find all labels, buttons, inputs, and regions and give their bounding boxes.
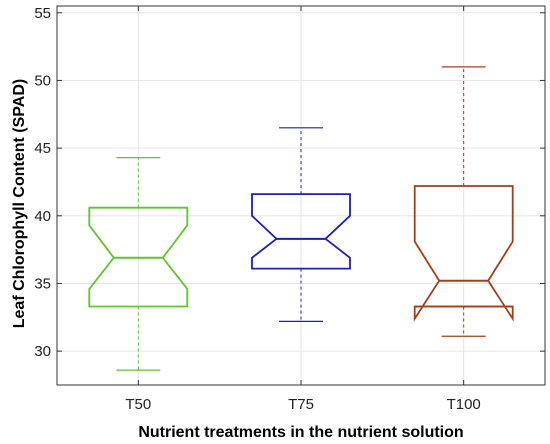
box-t100	[413, 66, 514, 337]
y-tick-label: 45	[34, 140, 51, 157]
box-t50	[88, 157, 189, 371]
box-t75	[251, 127, 351, 322]
y-tick-label: 50	[34, 72, 51, 89]
y-tick-label: 30	[34, 343, 51, 360]
box-series	[88, 66, 514, 371]
x-tick-label-t75: T75	[288, 396, 314, 413]
notched-box	[251, 193, 351, 270]
y-tick-label: 35	[34, 275, 51, 292]
notched-box	[88, 206, 189, 308]
y-tick-label: 55	[34, 5, 51, 22]
x-tick-label-t50: T50	[125, 396, 151, 413]
x-tick-label-t100: T100	[447, 396, 481, 413]
y-axis-label: Leaf Chlorophyll Content (SPAD)	[11, 79, 28, 328]
y-tick-label: 40	[34, 208, 51, 225]
axis-ticks: 30 35 40 45 50 55 T50 T75 T100	[34, 5, 545, 413]
notched-box	[413, 185, 514, 322]
x-axis-label: Nutrient treatments in the nutrient solu…	[138, 424, 463, 441]
grid-lines	[57, 6, 545, 385]
